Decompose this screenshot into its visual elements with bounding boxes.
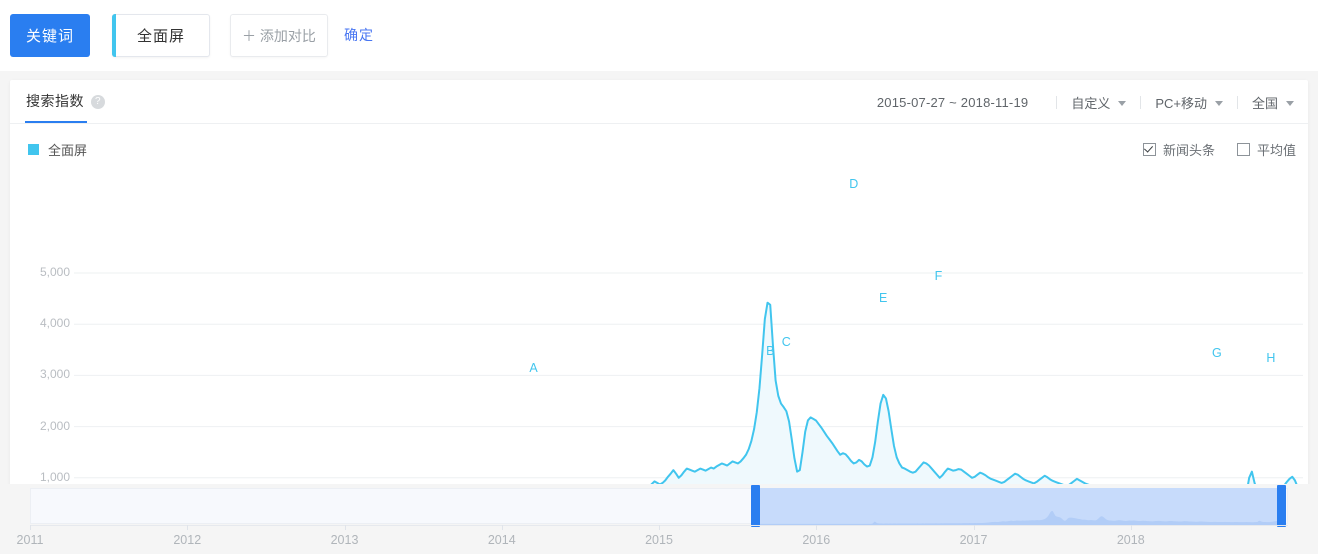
checkbox-average[interactable]: 平均值 (1236, 140, 1296, 159)
timeline-tick-label: 2016 (802, 533, 831, 547)
header-controls: 2015-07-27 ~ 2018-11-19 自定义 PC+移动 全国 (877, 92, 1294, 112)
timeline-tick-label: 2018 (1116, 533, 1145, 547)
checkbox-news-headline-label: 新闻头条 (1162, 143, 1215, 158)
trend-card: 搜索指数 ? 2015-07-27 ~ 2018-11-19 自定义 PC+移动… (10, 80, 1308, 544)
legend-label: 全面屏 (48, 143, 88, 158)
y-axis-tick: 3,000 (39, 367, 70, 382)
timeline-tick (187, 525, 189, 530)
timeline-tick-label: 2014 (487, 533, 516, 547)
divider (1236, 95, 1238, 109)
checkbox-unchecked-icon (1236, 143, 1250, 156)
checkbox-checked-icon (1142, 143, 1156, 156)
timeline-tick (344, 525, 346, 530)
y-axis-tick: 2,000 (39, 418, 70, 433)
peak-marker-b: B (766, 344, 775, 359)
legend-color-swatch (28, 144, 39, 155)
tab-search-index[interactable]: 搜索指数 ? (26, 91, 105, 111)
timeline-range-slider[interactable]: 2011 2012 2013 2014 2015 2016 2017 2018 (0, 484, 1318, 554)
divider (1140, 95, 1142, 109)
timeline-tick (659, 525, 660, 530)
chevron-down-icon (1214, 100, 1223, 106)
top-toolbar: 关键词 全面屏 ＋ 添加对比 确定 (0, 0, 1318, 71)
peak-marker-c: C (781, 335, 791, 350)
region-select[interactable]: 全国 (1252, 93, 1294, 112)
timeline-tick (973, 525, 975, 530)
device-select[interactable]: PC+移动 (1155, 93, 1223, 112)
chart-options: 新闻头条 平均值 (1121, 140, 1296, 159)
timeline-tick-label: 2011 (16, 533, 44, 547)
question-mark-icon[interactable]: ? (91, 95, 105, 109)
keyword-chip-quanmianping[interactable]: 全面屏 (112, 14, 210, 57)
checkbox-news-headline[interactable]: 新闻头条 (1142, 140, 1215, 159)
chevron-down-icon (1118, 100, 1127, 106)
timeline-tick-label: 2013 (330, 533, 359, 547)
period-select[interactable]: 自定义 (1071, 93, 1127, 112)
timeline-tick-label: 2017 (959, 533, 988, 547)
tab-active-underline (25, 121, 87, 123)
peak-marker-g: G (1212, 345, 1222, 360)
date-range-label: 2015-07-27 ~ 2018-11-19 (876, 94, 1029, 110)
timeline-handle-left[interactable] (750, 485, 760, 527)
timeline-selection[interactable] (754, 488, 1282, 524)
timeline-tick (1130, 525, 1132, 530)
timeline-tick (30, 525, 31, 530)
y-axis-tick: 1,000 (39, 469, 70, 484)
y-axis-tick: 4,000 (39, 316, 70, 331)
card-header: 搜索指数 ? 2015-07-27 ~ 2018-11-19 自定义 PC+移动… (10, 80, 1308, 124)
timeline-tick (816, 525, 818, 530)
timeline-tick-label: 2012 (173, 533, 202, 547)
timeline-handle-right[interactable] (1276, 485, 1286, 527)
checkbox-average-label: 平均值 (1256, 143, 1296, 158)
legend-item-quanmianping[interactable]: 全面屏 (28, 140, 87, 159)
tab-search-index-label: 搜索指数 (26, 93, 84, 109)
peak-marker-e: E (879, 291, 888, 306)
keyword-button[interactable]: 关键词 (10, 14, 90, 57)
period-select-value: 自定义 (1071, 95, 1111, 111)
peak-marker-a: A (529, 360, 538, 375)
confirm-link[interactable]: 确定 (344, 27, 374, 43)
y-axis-tick: 5,000 (39, 265, 70, 279)
peak-marker-d: D (849, 176, 859, 191)
timeline-mini-chart (754, 511, 1282, 525)
region-select-value: 全国 (1251, 95, 1278, 111)
device-select-value: PC+移动 (1155, 95, 1207, 111)
divider (1056, 95, 1058, 109)
chevron-down-icon (1286, 100, 1294, 106)
peak-marker-h: H (1266, 350, 1276, 365)
timeline-tick (501, 525, 503, 530)
add-compare-button[interactable]: ＋ 添加对比 (230, 14, 328, 57)
peak-marker-f: F (934, 268, 943, 283)
timeline-tick-label: 2015 (645, 533, 673, 547)
